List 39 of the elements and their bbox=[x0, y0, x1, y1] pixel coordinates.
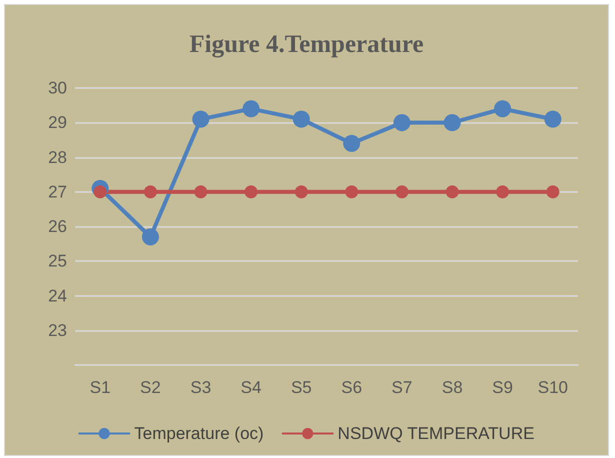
y-tick-label: 29 bbox=[48, 113, 67, 132]
y-tick-label: 23 bbox=[48, 320, 67, 340]
point bbox=[242, 100, 260, 118]
legend-label: NSDWQ TEMPERATURE bbox=[338, 424, 534, 443]
x-tick-label: S1 bbox=[90, 378, 111, 397]
chart-title: Figure 4.Temperature bbox=[189, 31, 424, 58]
x-tick-label: S2 bbox=[140, 378, 161, 397]
point bbox=[345, 185, 358, 198]
point bbox=[496, 185, 510, 198]
x-tick-label: S5 bbox=[290, 378, 312, 397]
x-tick-label: S3 bbox=[190, 378, 212, 397]
point bbox=[192, 110, 210, 128]
point bbox=[144, 185, 157, 198]
point bbox=[446, 185, 459, 198]
point bbox=[292, 110, 310, 128]
y-tick-label: 26 bbox=[48, 217, 67, 236]
x-tick-label: S6 bbox=[341, 378, 362, 397]
y-tick-label: 28 bbox=[48, 148, 67, 167]
point bbox=[294, 185, 308, 198]
x-tick-label: S9 bbox=[492, 378, 513, 397]
point bbox=[494, 100, 512, 118]
y-tick-label: 27 bbox=[48, 182, 67, 202]
x-tick-label: S8 bbox=[442, 378, 463, 397]
legend-label: Temperature (oc) bbox=[134, 424, 264, 443]
y-tick-label: 30 bbox=[48, 78, 67, 98]
point bbox=[142, 228, 159, 246]
point bbox=[544, 110, 562, 128]
point bbox=[444, 114, 461, 132]
point bbox=[546, 185, 560, 198]
y-tick-label: 24 bbox=[48, 286, 67, 306]
x-tick-label: S4 bbox=[240, 378, 262, 397]
x-tick-label: S7 bbox=[392, 378, 412, 397]
point bbox=[194, 185, 208, 198]
point bbox=[244, 185, 258, 198]
point bbox=[393, 114, 410, 132]
point bbox=[395, 185, 408, 198]
y-tick-label: 25 bbox=[48, 252, 67, 271]
point bbox=[343, 134, 360, 152]
x-tick-label: S10 bbox=[538, 378, 568, 397]
